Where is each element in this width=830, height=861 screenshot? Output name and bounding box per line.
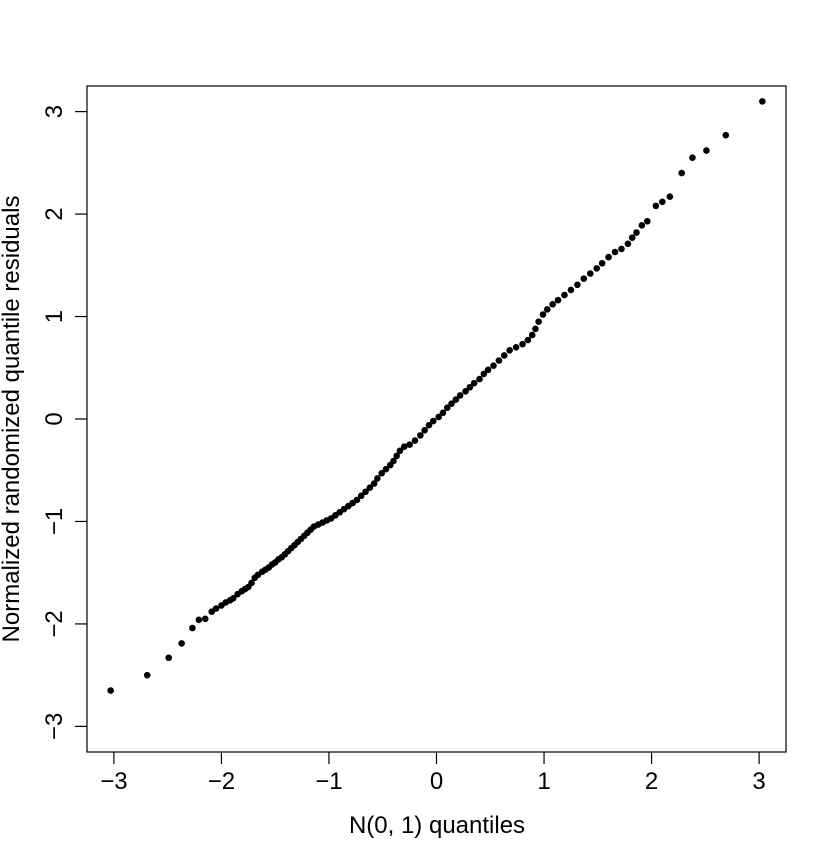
y-tick-label: 3 [41, 105, 68, 118]
data-point [484, 366, 492, 374]
data-point [554, 296, 562, 304]
data-point [400, 443, 408, 450]
data-point [535, 318, 542, 325]
data-point [229, 595, 237, 602]
data-point [524, 336, 532, 344]
data-point [580, 275, 588, 282]
y-tick-label: −1 [41, 508, 68, 535]
data-point [382, 465, 390, 473]
x-tick-label: −3 [100, 768, 127, 795]
y-axis-title: Normalized randomized quantile residuals [0, 196, 25, 643]
y-axis: −3 −2 −1 0 1 2 3 [41, 105, 87, 740]
data-point [212, 605, 220, 612]
data-point [248, 579, 255, 587]
data-point [448, 400, 455, 407]
data-point [759, 98, 766, 105]
data-point [549, 300, 556, 308]
data-point [643, 217, 651, 225]
data-point [406, 441, 413, 448]
data-point [443, 404, 451, 412]
data-point [107, 687, 114, 694]
x-tick-label: −2 [208, 768, 235, 795]
data-point [393, 452, 401, 460]
data-point [561, 291, 568, 299]
data-point [519, 340, 526, 348]
data-point [370, 480, 378, 487]
data-point [353, 496, 361, 504]
data-point [638, 222, 646, 229]
data-point [362, 488, 369, 496]
data-point [417, 432, 424, 439]
data-point [378, 470, 385, 477]
x-tick-label: 2 [645, 768, 658, 795]
data-point [528, 331, 536, 339]
data-point [593, 265, 601, 272]
data-point [425, 421, 433, 429]
data-point [495, 357, 503, 364]
x-tick-label: 0 [430, 768, 443, 795]
data-point [506, 347, 513, 354]
data-point [490, 362, 497, 370]
data-point [605, 253, 612, 261]
data-point [396, 447, 404, 455]
data-point [178, 640, 185, 647]
y-tick-label: 2 [41, 207, 68, 220]
data-point [628, 234, 636, 241]
data-point [411, 437, 419, 444]
data-point [456, 392, 464, 399]
data-point [512, 343, 520, 351]
data-point [366, 484, 374, 491]
x-axis-title: N(0, 1) quantiles [349, 812, 525, 839]
data-point [543, 306, 551, 313]
data-point [618, 245, 625, 253]
data-point [195, 616, 203, 624]
data-point [189, 624, 196, 632]
x-tick-label: 3 [752, 768, 765, 795]
y-tick-label: 1 [41, 310, 68, 323]
data-point [439, 409, 447, 417]
data-point [666, 193, 674, 200]
data-point [462, 388, 469, 395]
data-point [689, 154, 696, 162]
data-point [374, 475, 381, 482]
data-point [703, 147, 710, 154]
data-point [466, 383, 474, 391]
data-point [429, 417, 437, 425]
data-point [476, 375, 483, 383]
data-point [574, 281, 581, 289]
data-points [107, 98, 766, 694]
data-point [357, 492, 365, 500]
data-point [624, 240, 632, 248]
x-axis: −3 −2 −1 0 1 2 3 [100, 752, 766, 795]
x-tick-label: −1 [315, 768, 342, 795]
data-point [652, 202, 660, 210]
data-point [722, 131, 730, 139]
data-point [598, 259, 606, 267]
data-point [143, 671, 151, 679]
y-tick-label: −3 [41, 713, 68, 740]
data-point [421, 426, 428, 434]
data-point [470, 379, 478, 387]
data-point [532, 325, 539, 333]
data-point [678, 169, 685, 177]
y-tick-label: 0 [41, 412, 68, 425]
data-point [480, 370, 488, 378]
data-point [390, 457, 397, 465]
data-point [611, 248, 619, 256]
x-tick-label: 1 [537, 768, 550, 795]
data-point [435, 413, 442, 421]
data-point [659, 198, 666, 206]
data-point [201, 615, 209, 623]
data-point [500, 352, 508, 359]
data-point [539, 311, 547, 318]
data-point [586, 270, 594, 277]
data-point [452, 396, 460, 403]
data-point [165, 654, 173, 662]
data-point [633, 229, 640, 236]
y-tick-label: −2 [41, 610, 68, 637]
data-point [567, 286, 575, 294]
